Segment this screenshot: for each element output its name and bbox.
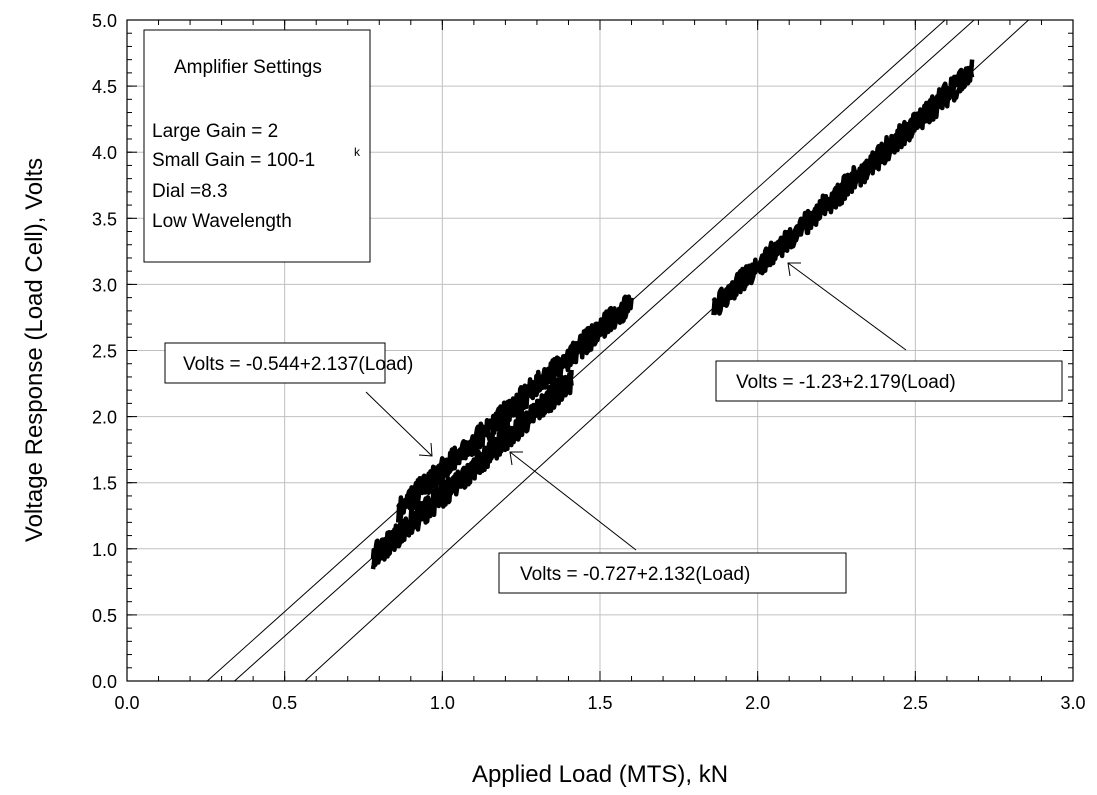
label-fit-2: Volts = -0.727+2.132(Load) [498,552,847,594]
y-tick-label: 2.5 [92,342,117,362]
arrow-head-fit-2 [509,451,523,466]
data-trace [396,294,634,513]
arrow-fit-1 [365,391,433,457]
settings-line-gain-small: Small Gain = 100-1 [152,150,315,171]
data-series-2 [370,369,574,570]
label-fit-3-text: Volts = -1.23+2.179(Load) [736,372,956,393]
x-tick-label: 2.5 [903,693,928,713]
y-tick-label: 1.5 [92,474,117,494]
x-tick-label: 3.0 [1060,693,1085,713]
y-tick-label: 0.0 [92,672,117,692]
y-tick-label: 1.0 [92,540,117,560]
y-tick-label: 2.0 [92,408,117,428]
fit-line-2 [234,19,975,682]
settings-superscript: k [354,145,361,159]
y-tick-label: 3.0 [92,275,117,295]
settings-line-dial: Dial =8.3 [152,181,228,202]
data-series-3 [711,59,975,316]
arrow-head-fit-1 [418,442,433,457]
settings-box: Amplifier Settings Large Gain = 2 Small … [143,29,371,263]
settings-line-wavelength: Low Wavelength [152,211,292,232]
y-tick-label: 0.5 [92,606,117,626]
arrow-head-fit-3 [787,262,801,277]
tick-labels: 0.0 0.5 1.0 1.5 2.0 2.5 3.0 0.0 0.5 1.0 1.5 2.0 2.5 3… [92,11,1086,713]
y-tick-label: 4.0 [92,143,117,163]
data-trace [370,369,574,561]
y-tick-label: 4.5 [92,77,117,97]
settings-title: Amplifier Settings [174,57,322,78]
data-trace [711,59,975,307]
x-tick-label: 0.5 [272,693,297,713]
x-tick-label: 1.0 [430,693,455,713]
settings-line-gain-large: Large Gain = 2 [152,121,278,142]
label-fit-1: Volts = -0.544+2.137(Load) [164,342,413,384]
arrow-fit-2 [509,451,637,551]
x-tick-label: 1.5 [587,693,612,713]
annotation-arrows [365,262,907,551]
ticks [126,19,1074,682]
arrow-fit-3 [787,262,907,351]
data-series [370,59,975,570]
y-tick-label: 3.5 [92,209,117,229]
x-axis-title: Applied Load (MTS), kN [472,761,728,788]
y-tick-label: 5.0 [92,11,117,31]
label-fit-1-text: Volts = -0.544+2.137(Load) [183,354,413,375]
label-fit-2-text: Volts = -0.727+2.132(Load) [520,564,750,585]
data-series-1 [395,294,634,523]
y-axis-title: Voltage Response (Load Cell), Volts [21,158,48,542]
x-tick-label: 0.0 [114,693,139,713]
x-tick-label: 2.0 [745,693,770,713]
label-fit-3: Volts = -1.23+2.179(Load) [715,360,1063,402]
